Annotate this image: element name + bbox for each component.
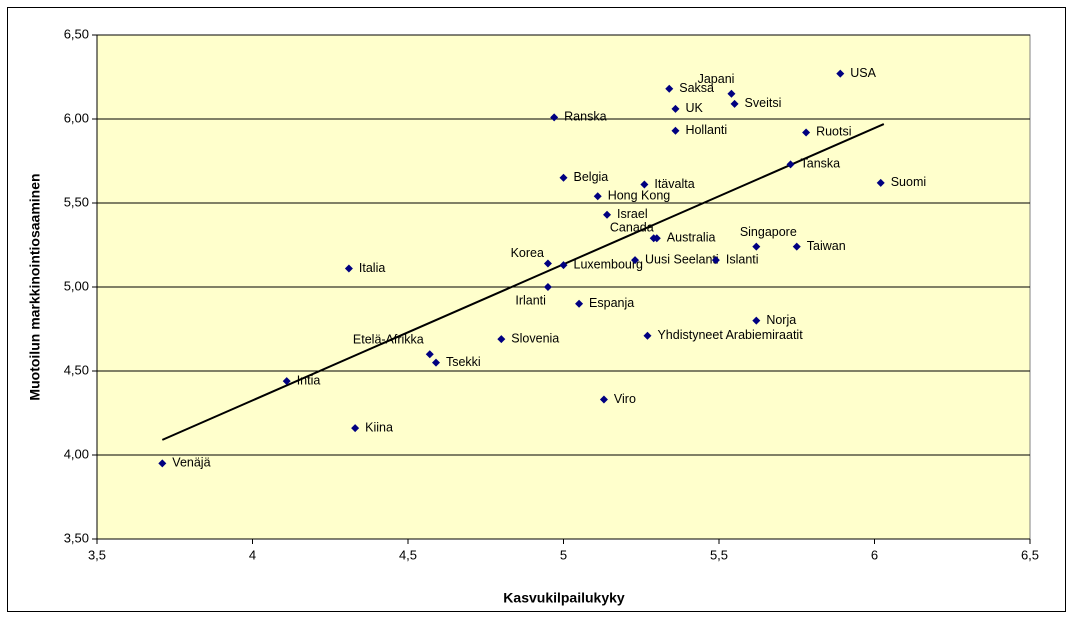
point (425, 350, 434, 359)
point-label: UK (685, 101, 703, 115)
y-tick-label: 6,50 (64, 26, 89, 41)
point (640, 180, 649, 189)
point-label: Korea (511, 246, 544, 260)
point (543, 283, 552, 291)
point (802, 128, 811, 137)
point (431, 358, 440, 367)
x-tick-label: 6 (871, 547, 878, 562)
point (631, 256, 640, 265)
point (671, 126, 680, 135)
point-label: Hollanti (685, 123, 727, 137)
point (344, 264, 353, 273)
y-tick-label: 6,00 (64, 110, 89, 125)
point-label: Belgia (574, 170, 609, 184)
y-tick-label: 5,00 (64, 278, 89, 293)
point (543, 259, 552, 268)
y-tick-label: 4,00 (64, 446, 89, 461)
y-tick-label: 5,50 (64, 194, 89, 209)
point-label: Singapore (740, 225, 797, 239)
point-label: Ruotsi (816, 125, 851, 139)
point-label: Ranska (564, 110, 606, 124)
point-label: Tsekki (446, 355, 481, 369)
point (599, 395, 608, 404)
point (711, 256, 720, 265)
x-tick-label: 4 (249, 547, 256, 562)
point (752, 242, 761, 251)
point-label: Taiwan (807, 239, 846, 253)
point (752, 316, 761, 325)
point (158, 459, 167, 468)
point-label: Venäjä (172, 456, 210, 470)
point-label: Viro (614, 392, 636, 406)
x-tick-label: 3,5 (88, 547, 106, 562)
x-axis-title: Kasvukilpailukyky (503, 590, 625, 606)
point (671, 104, 680, 113)
point (836, 69, 845, 78)
point-label: Sveitsi (745, 96, 782, 110)
x-tick-label: 5 (560, 547, 567, 562)
point (550, 113, 559, 122)
point-label: Saksa (679, 81, 714, 95)
point (665, 84, 674, 93)
point-label: Japani (698, 72, 735, 86)
point (559, 261, 568, 270)
point (497, 335, 506, 344)
point-label: Irlanti (515, 293, 546, 307)
point (792, 242, 801, 251)
point-label: Norja (766, 313, 796, 327)
point-label: Luxembourg (574, 257, 644, 271)
point (643, 331, 652, 340)
point-label: Islanti (726, 252, 759, 266)
point-label: Uusi Seelanti (645, 252, 719, 266)
point-label: Hong Kong (608, 189, 671, 203)
x-tick-label: 5,5 (710, 547, 728, 562)
trendline (161, 123, 885, 441)
point (575, 299, 584, 308)
point (786, 160, 795, 169)
x-tick-label: 4,5 (399, 547, 417, 562)
point (876, 178, 885, 187)
point-label: Slovenia (511, 331, 559, 345)
point-label: Yhdistyneet Arabiemiraatit (657, 328, 803, 342)
point (559, 173, 568, 182)
point (730, 99, 739, 108)
point (652, 234, 661, 243)
point-label: Intia (297, 373, 321, 387)
point-label: Kiina (365, 420, 393, 434)
x-tick-label: 6,5 (1021, 547, 1039, 562)
point-label: Italia (359, 261, 385, 275)
point-label: Israel (617, 207, 648, 221)
point-label: Australia (667, 231, 716, 245)
point-label: Tanska (801, 157, 841, 171)
point (351, 424, 360, 433)
point (593, 192, 602, 201)
point-label: USA (850, 66, 876, 80)
point (603, 210, 612, 219)
y-tick-label: 3,50 (64, 530, 89, 545)
y-tick-label: 4,50 (64, 362, 89, 377)
point (727, 89, 736, 98)
point-label: Canada (610, 221, 654, 235)
point-label: Itävalta (654, 177, 694, 191)
point (282, 377, 291, 386)
point-label: Suomi (891, 175, 926, 189)
point-label: Espanja (589, 296, 634, 310)
y-axis-title: Muotoilun markkinointiosaaminen (27, 173, 43, 400)
point-label: Etelä-Afrikka (353, 332, 424, 346)
